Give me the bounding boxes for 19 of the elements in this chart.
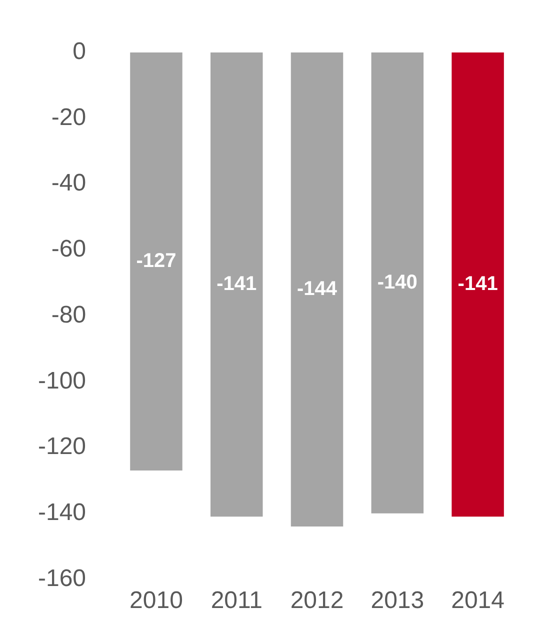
y-tick-label: -100 [38, 367, 86, 394]
x-tick-label: 2010 [130, 587, 183, 614]
y-tick-label: 0 [72, 38, 86, 66]
data-label: -144 [297, 278, 338, 300]
data-label: -127 [136, 250, 176, 272]
data-label: -141 [458, 273, 498, 296]
y-tick-label: -40 [51, 170, 86, 197]
y-tick-label: -80 [51, 301, 86, 328]
y-tick-label: -120 [38, 433, 86, 460]
x-tick-label: 2013 [370, 587, 424, 614]
y-tick-label: -140 [38, 498, 86, 526]
x-tick-label: 2014 [451, 587, 504, 614]
data-label: -140 [377, 271, 418, 294]
y-tick-label: -20 [51, 104, 86, 131]
x-tick-label: 2011 [210, 587, 262, 614]
y-tick-label: -60 [51, 236, 86, 263]
x-tick-label: 2012 [290, 587, 344, 614]
y-tick-label: -160 [38, 564, 86, 592]
data-label: -141 [216, 273, 257, 296]
